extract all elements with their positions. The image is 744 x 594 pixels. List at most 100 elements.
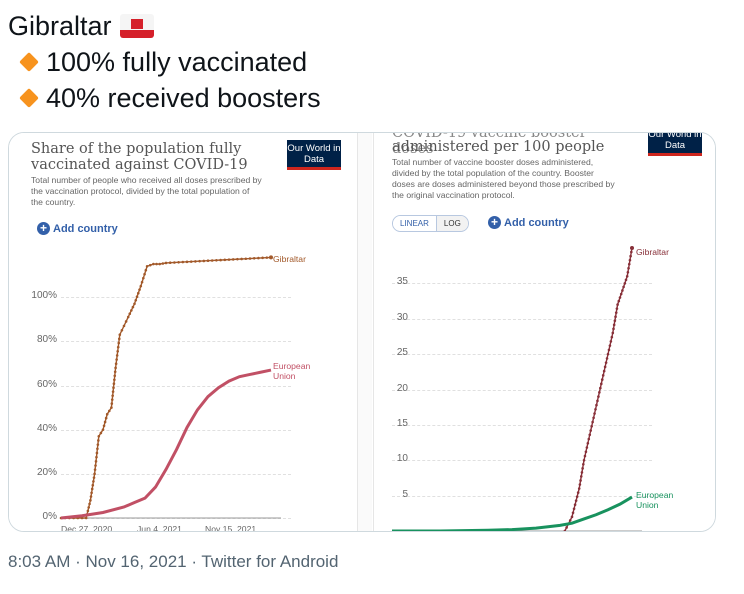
data-point (108, 409, 111, 413)
y-tick-label: 40% (36, 422, 57, 434)
data-point (95, 455, 98, 459)
tweet-text: Gibraltar 100% fully vaccinated 40% rece… (8, 8, 321, 116)
gridline (392, 495, 652, 497)
series-line-european-union (60, 368, 272, 520)
y-tick-label: 5 (402, 488, 408, 500)
data-point (131, 305, 135, 309)
data-point (112, 386, 115, 390)
data-point (581, 467, 584, 470)
data-point (616, 303, 619, 306)
right-add-country-button[interactable]: + Add country (488, 216, 569, 229)
left-xtick-3: Nov 15, 2021 (205, 524, 257, 532)
series-line-gibraltar (61, 256, 272, 519)
tweet-line-2-text: 100% fully vaccinated (46, 47, 308, 77)
data-point (593, 412, 596, 415)
data-point (597, 395, 600, 398)
y-tick-label: 30 (396, 311, 408, 323)
gridline (61, 297, 291, 299)
data-point (584, 450, 588, 454)
data-point (231, 258, 235, 261)
data-point (579, 475, 583, 478)
y-tick-label: 15 (396, 417, 408, 429)
data-point (619, 292, 623, 296)
data-point (104, 416, 108, 420)
data-point (606, 352, 610, 356)
data-point (587, 437, 591, 441)
data-point (128, 312, 132, 316)
gridline (392, 424, 652, 426)
data-point (173, 261, 176, 264)
data-point (623, 282, 627, 285)
data-point (628, 258, 632, 262)
data-point (236, 257, 239, 261)
data-point (89, 499, 92, 502)
data-point (594, 408, 597, 411)
data-point (101, 428, 105, 431)
left-add-country-button[interactable]: + Add country (37, 222, 118, 235)
data-point (599, 382, 603, 386)
left-chart-subtitle: Total number of people who received all … (31, 175, 262, 207)
data-point (583, 454, 587, 458)
data-point (116, 345, 120, 349)
left-chart-image[interactable]: Share of the population fully vaccinated… (9, 133, 358, 531)
gridline (392, 283, 652, 285)
gibraltar-flag-icon (119, 14, 154, 38)
data-point (215, 258, 218, 262)
data-point (114, 362, 118, 365)
tweet-line-2: 100% fully vaccinated (8, 44, 321, 80)
data-point (113, 370, 117, 374)
data-point (90, 487, 94, 491)
series-line-european-union (392, 495, 633, 531)
right-chart-svg (392, 246, 642, 531)
data-point (185, 260, 189, 264)
linear-toggle[interactable]: LINEAR (393, 216, 437, 231)
data-point (124, 320, 128, 323)
data-point (148, 263, 152, 267)
data-point (145, 264, 149, 268)
gridline (61, 341, 291, 343)
data-point (590, 424, 593, 428)
data-point (604, 361, 608, 364)
data-point (113, 374, 117, 378)
data-point (135, 295, 139, 299)
left-chart-title: Share of the population fully vaccinated… (31, 141, 248, 173)
data-point (198, 259, 201, 263)
data-point (92, 476, 96, 479)
data-point (630, 250, 633, 254)
data-point (575, 495, 579, 498)
data-point (572, 507, 576, 511)
data-point (612, 323, 616, 327)
data-point (206, 259, 210, 263)
data-point (227, 258, 231, 261)
y-tick-label: 100% (31, 290, 57, 302)
data-point (164, 261, 168, 265)
data-point (115, 358, 118, 361)
data-point (622, 285, 625, 289)
data-point (598, 391, 601, 394)
data-point (591, 420, 594, 424)
data-point (595, 403, 598, 407)
data-point (626, 270, 630, 274)
data-point (570, 515, 574, 519)
tweet-media[interactable]: Share of the population fully vaccinated… (8, 132, 716, 532)
gridline (392, 318, 652, 320)
right-label-eu: European Union (636, 490, 674, 510)
data-point (603, 365, 607, 369)
data-point (96, 447, 99, 451)
right-chart-title: administered per 100 people (392, 139, 605, 155)
data-point (582, 462, 585, 466)
add-country-label: Add country (504, 216, 569, 229)
data-point (103, 420, 107, 424)
right-chart-image[interactable]: COVID-19 vaccine booster doses administe… (373, 133, 715, 531)
data-point (117, 341, 121, 345)
data-point (122, 324, 126, 328)
scale-toggle[interactable]: LINEAR LOG (392, 215, 469, 232)
log-toggle[interactable]: LOG (436, 216, 468, 231)
y-tick-label: 10 (396, 453, 408, 465)
data-point (599, 386, 602, 390)
data-point (563, 529, 567, 531)
data-point (621, 289, 624, 292)
tweet-line-3: 40% received boosters (8, 80, 321, 116)
data-point (110, 402, 114, 405)
tweet-timestamp[interactable]: 8:03 AM · Nov 16, 2021 · Twitter for And… (8, 552, 339, 571)
